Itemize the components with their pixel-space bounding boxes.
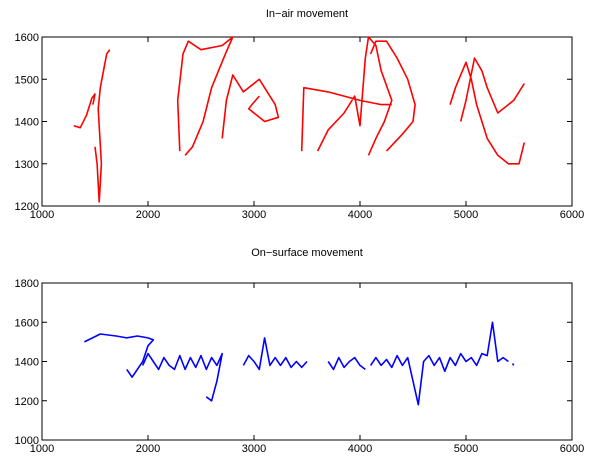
x-tick-label: 5000 <box>454 209 478 221</box>
y-tick-label: 1300 <box>15 159 39 171</box>
x-tick-label: 2000 <box>136 443 160 455</box>
x-tick-label: 6000 <box>560 209 584 221</box>
page: In−air movement 1000 2000 3000 4000 5000 6000 1… <box>0 0 589 469</box>
chart-title: On−surface movement <box>251 247 363 259</box>
x-tick-label: 4000 <box>348 443 372 455</box>
axes-box <box>42 37 572 206</box>
x-tick-label: 3000 <box>242 209 266 221</box>
y-tick-label: 1200 <box>15 396 39 408</box>
x-tick-label: 3000 <box>242 443 266 455</box>
trajectory <box>74 37 525 202</box>
y-tick-label: 1200 <box>15 201 39 213</box>
y-tick-label: 1800 <box>15 278 39 290</box>
chart-title: In−air movement <box>266 8 348 20</box>
x-tick-label: 5000 <box>454 443 478 455</box>
x-tick-label: 2000 <box>136 209 160 221</box>
x-tick-label: 4000 <box>348 209 372 221</box>
y-tick-label: 1000 <box>15 435 39 447</box>
x-tick-label: 6000 <box>560 443 584 455</box>
y-tick-label: 1500 <box>15 74 39 86</box>
y-tick-label: 1600 <box>15 317 39 329</box>
figure: In−air movement 1000 2000 3000 4000 5000 6000 1… <box>0 0 589 464</box>
trajectory <box>84 322 513 404</box>
y-tick-label: 1400 <box>15 117 39 129</box>
y-tick-label: 1400 <box>15 357 39 369</box>
y-tick-label: 1600 <box>15 32 39 44</box>
